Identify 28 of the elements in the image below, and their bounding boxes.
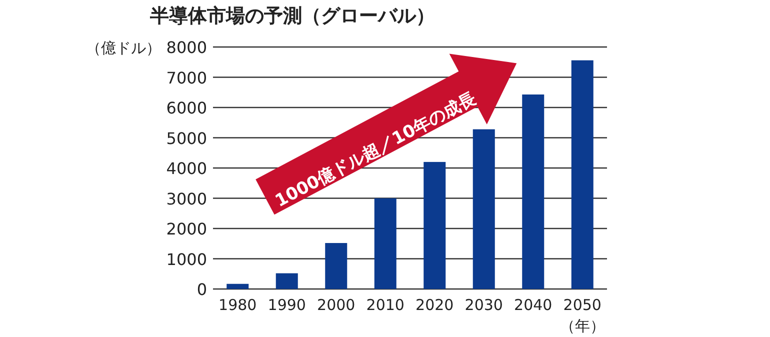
y-tick-label: 3000 <box>166 189 207 208</box>
y-tick-label: 8000 <box>166 38 207 57</box>
x-tick-label: 2020 <box>416 296 454 314</box>
y-tick-label: 5000 <box>166 128 207 148</box>
x-tick-label: 1990 <box>268 296 306 314</box>
bar <box>424 162 446 289</box>
bar <box>374 198 396 289</box>
y-tick-label: 1000 <box>166 250 207 269</box>
x-axis-title: （年） <box>560 317 605 335</box>
x-tick-label: 2050 <box>563 296 602 314</box>
y-tick-label: 2000 <box>166 220 207 238</box>
y-tick-label: 0 <box>196 280 207 299</box>
bar <box>226 284 249 289</box>
bar <box>522 94 544 289</box>
y-tick-label: 4000 <box>166 159 207 178</box>
x-tick-label: 2010 <box>366 296 404 314</box>
bar <box>571 60 594 289</box>
bar <box>276 273 298 289</box>
y-axis-title: （億ドル） <box>86 39 161 57</box>
x-tick-label: 2040 <box>514 296 552 314</box>
chart-title: 半導体市場の予測（グローバル） <box>149 5 435 27</box>
bar <box>472 129 495 289</box>
x-tick-label: 1980 <box>218 296 257 314</box>
bar <box>325 243 348 289</box>
y-tick-label: 7000 <box>166 68 207 88</box>
y-tick-label: 6000 <box>166 98 207 118</box>
x-tick-label: 2030 <box>464 296 503 314</box>
x-tick-label: 2000 <box>317 296 356 314</box>
